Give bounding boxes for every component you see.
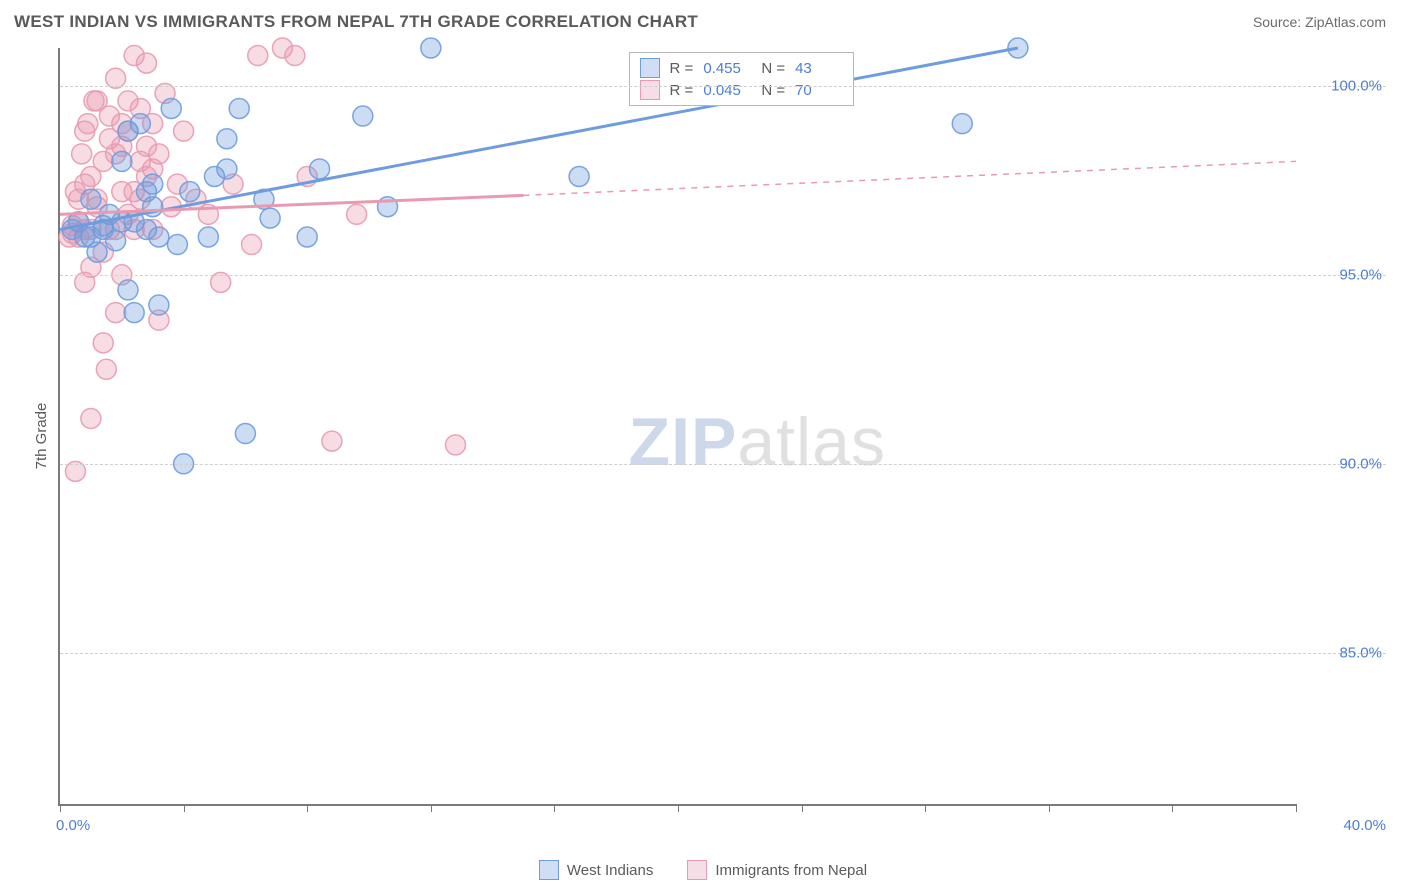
legend-item-1: Immigrants from Nepal [687, 860, 867, 880]
legend-stats: R = 0.455 N = 43 R = 0.045 N = 70 [629, 52, 855, 106]
x-tick [431, 804, 432, 812]
legend-label-1: Immigrants from Nepal [715, 862, 867, 879]
x-tick [1049, 804, 1050, 812]
x-start-label: 0.0% [56, 817, 90, 834]
stat-r-label-1: R = [670, 82, 694, 99]
legend-swatch-1 [640, 80, 660, 100]
x-tick [554, 804, 555, 812]
x-tick [60, 804, 61, 812]
stat-n-label-0: N = [761, 60, 785, 77]
gridline-h [60, 653, 1386, 654]
plot-svg [60, 48, 1296, 804]
y-tick-label: 100.0% [1302, 77, 1382, 94]
x-tick [802, 804, 803, 812]
gridline-h [60, 275, 1386, 276]
plot-area: ZIPatlas R = 0.455 N = 43 R = 0.045 N = … [58, 48, 1296, 806]
gridline-h [60, 464, 1386, 465]
x-tick [307, 804, 308, 812]
legend-bottom: West Indians Immigrants from Nepal [0, 860, 1406, 880]
x-tick [925, 804, 926, 812]
stat-n-value-1: 70 [795, 82, 843, 99]
x-end-label: 40.0% [1343, 817, 1386, 834]
header: WEST INDIAN VS IMMIGRANTS FROM NEPAL 7TH… [0, 0, 1406, 38]
legend-item-0: West Indians [539, 860, 653, 880]
x-tick [678, 804, 679, 812]
legend-swatch-b1 [687, 860, 707, 880]
legend-swatch-0 [640, 58, 660, 78]
gridline-h [60, 86, 1386, 87]
stat-r-value-1: 0.045 [703, 82, 751, 99]
chart-title: WEST INDIAN VS IMMIGRANTS FROM NEPAL 7TH… [14, 12, 698, 32]
stat-r-label-0: R = [670, 60, 694, 77]
legend-stats-row-0: R = 0.455 N = 43 [640, 57, 844, 79]
source-label: Source: ZipAtlas.com [1253, 14, 1386, 30]
y-tick-label: 90.0% [1302, 455, 1382, 472]
y-axis-title: 7th Grade [33, 403, 50, 470]
legend-label-0: West Indians [567, 862, 653, 879]
x-tick [1296, 804, 1297, 812]
x-tick [1172, 804, 1173, 812]
chart-wrap: 7th Grade ZIPatlas R = 0.455 N = 43 R = … [14, 40, 1386, 832]
y-tick-label: 95.0% [1302, 266, 1382, 283]
stat-n-value-0: 43 [795, 60, 843, 77]
stat-n-label-1: N = [761, 82, 785, 99]
legend-swatch-b0 [539, 860, 559, 880]
legend-stats-row-1: R = 0.045 N = 70 [640, 79, 844, 101]
x-tick [184, 804, 185, 812]
y-tick-label: 85.0% [1302, 644, 1382, 661]
stat-r-value-0: 0.455 [703, 60, 751, 77]
